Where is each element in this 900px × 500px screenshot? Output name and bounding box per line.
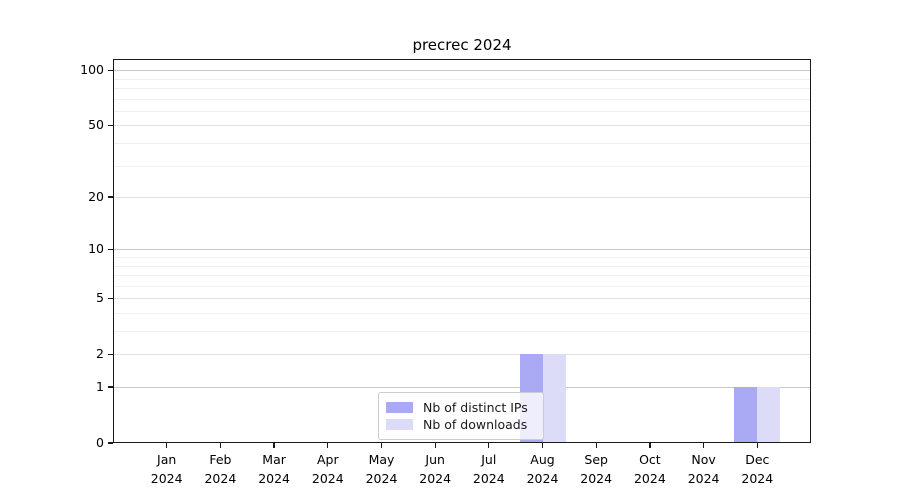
y-gridline-minor [113,257,811,258]
y-tick-label: 100 [80,61,104,77]
x-tick-label: Jan 2024 [150,452,183,486]
y-tick-mark [108,353,113,355]
x-tick-mark [488,443,490,448]
x-tick-mark [273,443,275,448]
y-gridline [113,249,811,251]
x-tick-label: Aug 2024 [526,452,559,486]
y-gridline-minor [113,313,811,314]
x-tick-label: Nov 2024 [687,452,720,486]
y-tick-mark [108,248,113,250]
x-tick-label: Jun 2024 [419,452,452,486]
y-tick-mark [108,297,113,299]
y-gridline-minor [113,110,811,112]
y-tick-label: 0 [96,434,104,450]
legend-label: Nb of distinct IPs [423,400,528,415]
x-tick-mark [166,443,168,448]
x-tick-mark [219,443,222,448]
legend-swatch-nb-of-distinct-ips [386,402,413,413]
x-tick-label: Feb 2024 [204,452,237,486]
y-tick-mark [108,386,113,388]
x-tick-label: Jul 2024 [472,452,505,486]
bar-nb-of-downloads-aug-2024 [542,354,566,443]
y-gridline [113,387,811,388]
y-tick-mark [108,124,113,127]
bar-nb-of-downloads-dec-2024 [757,387,781,443]
x-tick-label: Dec 2024 [741,452,774,486]
y-tick-mark [108,196,113,198]
x-tick-mark [649,443,651,448]
y-tick-label: 10 [88,241,104,257]
y-gridline-minor [113,88,811,89]
x-tick-label: May 2024 [365,452,398,486]
x-tick-label: Oct 2024 [633,452,666,486]
y-gridline [113,125,811,127]
x-tick-mark [702,443,705,448]
y-tick-label: 2 [96,346,104,362]
y-gridline [113,70,811,72]
y-gridline-minor [113,331,811,332]
x-tick-label: Sep 2024 [580,452,613,486]
y-gridline-minor [113,143,811,144]
y-tick-label: 5 [96,290,104,306]
y-tick-mark [108,442,113,444]
y-gridline-minor [113,265,811,267]
y-gridline [113,298,811,300]
x-tick-label: Mar 2024 [258,452,290,486]
x-tick-mark [595,443,597,448]
legend-label: Nb of downloads [423,417,528,432]
y-tick-label: 50 [88,117,104,133]
x-tick-mark [434,443,436,448]
x-tick-mark [541,443,544,448]
plot-border [113,59,811,443]
y-tick-mark [108,69,113,71]
y-gridline [113,197,811,199]
bar-nb-of-distinct-ips-dec-2024 [734,387,758,443]
y-gridline-minor [113,275,811,276]
y-gridline-minor [113,165,811,167]
y-gridline-minor [113,98,811,100]
x-tick-mark [756,443,758,448]
legend-row: Nb of downloads [386,416,535,433]
legend-row: Nb of distinct IPs [386,399,535,416]
x-tick-label: Apr 2024 [311,452,344,486]
x-tick-mark [327,443,329,448]
legend-swatch-nb-of-downloads [386,419,413,430]
y-gridline [113,354,811,356]
x-tick-mark [380,443,383,448]
chart-title: precrec 2024 [412,36,512,54]
y-tick-label: 1 [96,378,104,394]
y-tick-label: 20 [88,188,104,204]
y-gridline-minor [113,78,811,80]
y-gridline-minor [113,285,811,287]
legend: Nb of distinct IPs Nb of downloads [378,392,544,440]
